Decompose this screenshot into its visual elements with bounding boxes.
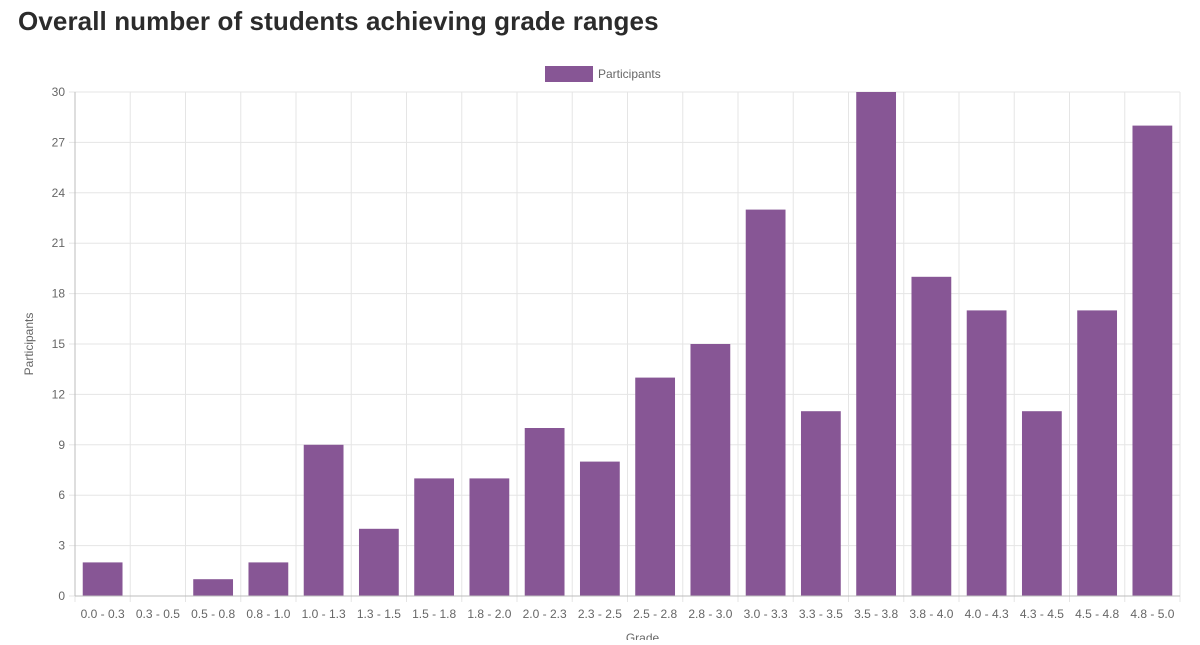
bar[interactable]: 4.3 - 4.5: 11 (1021, 411, 1062, 596)
bar[interactable]: 4.0 - 4.3: 17 (966, 310, 1007, 596)
y-tick-label: 12 (52, 387, 66, 401)
x-tick-label: 4.8 - 5.0 (1130, 607, 1174, 621)
bar[interactable]: 3.0 - 3.3: 23 (745, 209, 786, 596)
y-tick-label: 6 (58, 488, 65, 502)
bar[interactable]: 0.0 - 0.3: 2 (82, 562, 123, 596)
legend-label[interactable]: Participants (598, 67, 661, 81)
axis-layer: 0 3 6 9 12 15 18 21 24 27 30 0.0 - 0.3 0.3 - 0.5 0.5 … (22, 85, 1180, 645)
bar-layer: 0.0 - 0.3: 2 0.5 - 0.8: 1 0.8 - 1.0: 2 1.0 … (82, 92, 1173, 596)
y-tick-label: 18 (52, 287, 66, 301)
bar[interactable]: 3.3 - 3.5: 11 (800, 411, 841, 596)
chart-container: 0.0 - 0.3: 2 0.5 - 0.8: 1 0.8 - 1.0: 2 1.0 … (0, 50, 1200, 645)
x-tick-label: 1.3 - 1.5 (357, 607, 401, 621)
y-tick-label: 15 (52, 337, 66, 351)
y-axis-title: Participants (22, 313, 36, 376)
bar[interactable]: 1.8 - 2.0: 7 (469, 478, 510, 596)
x-tick-label: 2.8 - 3.0 (688, 607, 732, 621)
y-tick-label: 3 (58, 539, 65, 553)
y-tick-label: 21 (52, 236, 66, 250)
x-tick-label: 2.0 - 2.3 (523, 607, 567, 621)
legend-swatch[interactable] (545, 66, 593, 82)
x-tick-label: 3.3 - 3.5 (799, 607, 843, 621)
bar[interactable]: 4.5 - 4.8: 17 (1077, 310, 1118, 596)
x-axis-title: Grade (626, 631, 660, 640)
y-tick-label: 9 (58, 438, 65, 452)
x-tick-label: 2.3 - 2.5 (578, 607, 622, 621)
x-tick-label: 0.3 - 0.5 (136, 607, 180, 621)
y-tick-label: 30 (52, 85, 66, 99)
bar[interactable]: 0.8 - 1.0: 2 (248, 562, 289, 596)
x-tick-label: 4.0 - 4.3 (965, 607, 1009, 621)
bar[interactable]: 1.3 - 1.5: 4 (358, 528, 399, 596)
grid-layer (69, 91, 1181, 602)
bar[interactable]: 2.0 - 2.3: 10 (524, 428, 565, 596)
y-tick-label: 27 (52, 135, 66, 149)
bar[interactable]: 0.5 - 0.8: 1 (193, 579, 234, 596)
legend[interactable]: Participants (545, 66, 661, 82)
x-tick-label: 4.5 - 4.8 (1075, 607, 1119, 621)
x-tick-label: 4.3 - 4.5 (1020, 607, 1064, 621)
x-tick-label: 3.5 - 3.8 (854, 607, 898, 621)
x-tick-label: 0.8 - 1.0 (246, 607, 290, 621)
page-title: Overall number of students achieving gra… (18, 6, 659, 36)
grade-distribution-chart: 0.0 - 0.3: 2 0.5 - 0.8: 1 0.8 - 1.0: 2 1.0 … (22, 66, 1181, 645)
x-tick-label: 2.5 - 2.8 (633, 607, 677, 621)
bar[interactable]: 2.8 - 3.0: 15 (690, 344, 731, 596)
bar[interactable]: 3.5 - 3.8: 30 (856, 92, 897, 596)
x-tick-label: 1.8 - 2.0 (467, 607, 511, 621)
y-tick-label: 24 (52, 186, 66, 200)
x-tick-label: 3.8 - 4.0 (909, 607, 953, 621)
x-tick-label: 1.5 - 1.8 (412, 607, 456, 621)
bar[interactable]: 1.0 - 1.3: 9 (303, 444, 344, 596)
bar[interactable]: 3.8 - 4.0: 19 (911, 276, 952, 596)
x-tick-label: 0.0 - 0.3 (81, 607, 125, 621)
bar[interactable]: 1.5 - 1.8: 7 (414, 478, 455, 596)
x-tick-label: 3.0 - 3.3 (744, 607, 788, 621)
x-tick-label: 1.0 - 1.3 (302, 607, 346, 621)
bar[interactable]: 4.8 - 5.0: 28 (1132, 125, 1173, 596)
bar[interactable]: 2.3 - 2.5: 8 (579, 461, 620, 596)
bar[interactable]: 2.5 - 2.8: 13 (635, 377, 676, 596)
y-tick-label: 0 (58, 589, 65, 603)
x-tick-label: 0.5 - 0.8 (191, 607, 235, 621)
